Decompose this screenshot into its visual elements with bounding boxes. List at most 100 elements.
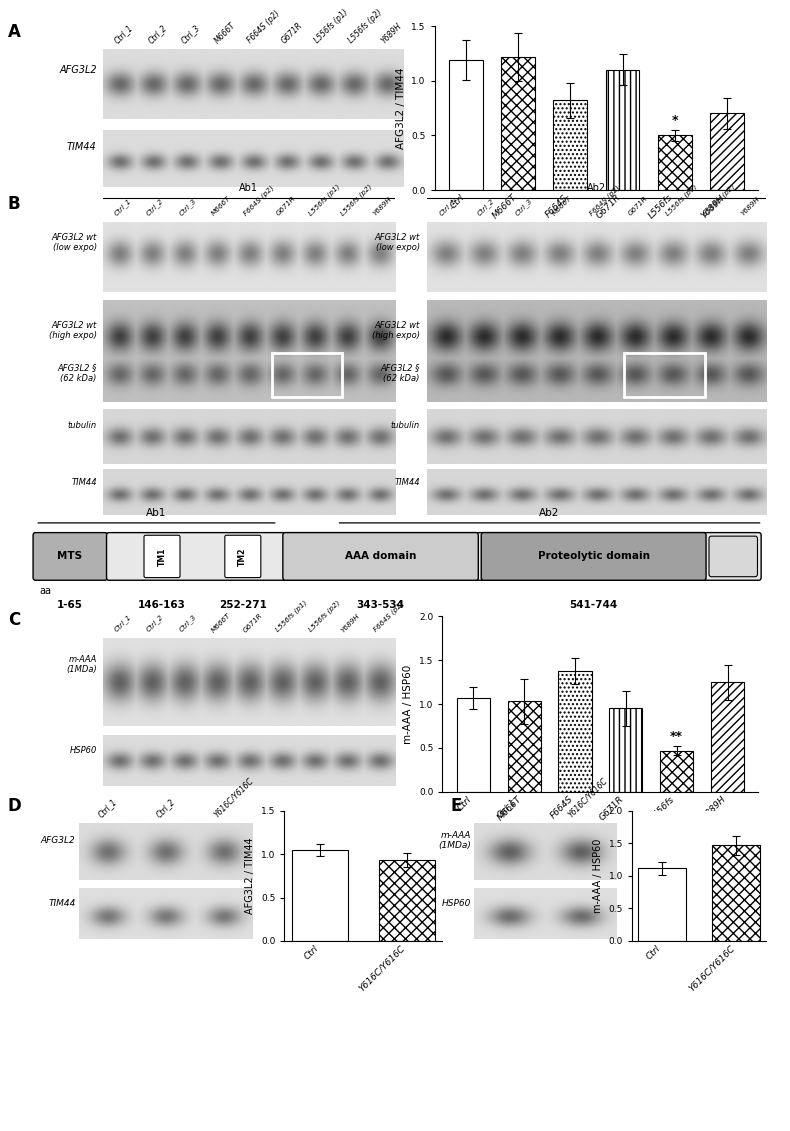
Text: TIM44: TIM44: [71, 478, 97, 487]
Text: AFG3L2 §
(62 kDa): AFG3L2 § (62 kDa): [381, 363, 419, 382]
Text: Proteolytic domain: Proteolytic domain: [538, 552, 649, 561]
Text: D: D: [8, 797, 21, 815]
Text: HSP60: HSP60: [442, 899, 471, 907]
Text: AFG3L2 wt
(high expo): AFG3L2 wt (high expo): [372, 320, 419, 340]
Text: Ctrl_2: Ctrl_2: [145, 197, 165, 217]
Text: L556fs (p2): L556fs (p2): [702, 183, 736, 217]
Text: G671R: G671R: [243, 612, 264, 633]
Text: B: B: [8, 195, 21, 213]
Bar: [378, 861, 435, 941]
FancyBboxPatch shape: [283, 533, 478, 580]
Text: Ctrl_2: Ctrl_2: [154, 796, 176, 819]
Bar: [712, 845, 760, 941]
Bar: [508, 701, 540, 792]
Text: AFG3L2 wt
(low expo): AFG3L2 wt (low expo): [51, 233, 97, 252]
Text: m-AAA
(1MDa): m-AAA (1MDa): [66, 655, 97, 674]
Text: 541-744: 541-744: [570, 599, 618, 610]
Text: TM1: TM1: [157, 547, 167, 566]
Text: MTS: MTS: [57, 552, 82, 561]
Text: Y689H: Y689H: [372, 196, 393, 217]
FancyBboxPatch shape: [33, 533, 107, 580]
FancyBboxPatch shape: [144, 535, 180, 578]
Text: Y616C/Y616C: Y616C/Y616C: [213, 776, 255, 819]
Text: M666T: M666T: [551, 196, 573, 217]
Text: Ab2: Ab2: [587, 183, 606, 192]
Text: TM2: TM2: [239, 547, 247, 566]
Text: AFG3L2 wt
(high expo): AFG3L2 wt (high expo): [49, 320, 97, 340]
Text: F664S (p2): F664S (p2): [246, 9, 282, 45]
Y-axis label: AFG3L2 / TIM44: AFG3L2 / TIM44: [246, 838, 255, 914]
Text: A: A: [8, 23, 21, 41]
Y-axis label: AFG3L2 / TIM44: AFG3L2 / TIM44: [396, 67, 405, 149]
Text: 343-534: 343-534: [356, 599, 404, 610]
Text: AFG3L2: AFG3L2: [59, 64, 96, 75]
Text: AFG3L2: AFG3L2: [41, 836, 76, 845]
Text: Ctrl_3: Ctrl_3: [178, 613, 198, 633]
Text: Ctrl_1: Ctrl_1: [113, 23, 135, 45]
FancyBboxPatch shape: [107, 533, 761, 580]
Y-axis label: m-AAA / HSP60: m-AAA / HSP60: [404, 664, 413, 744]
Text: m-AAA
(1MDa): m-AAA (1MDa): [438, 830, 471, 851]
Text: TIM44: TIM44: [48, 899, 76, 907]
Text: Ctrl_1: Ctrl_1: [96, 796, 118, 819]
Bar: [292, 851, 348, 941]
Text: Ctrl_1: Ctrl_1: [112, 197, 132, 217]
Text: HSP60: HSP60: [70, 746, 97, 754]
Text: 1-65: 1-65: [57, 599, 83, 610]
Text: Ctrl_2: Ctrl_2: [146, 23, 168, 45]
Text: Ctrl_1: Ctrl_1: [112, 613, 132, 633]
Text: AFG3L2 §
(62 kDa): AFG3L2 § (62 kDa): [58, 363, 97, 382]
Text: Y616C/Y616C: Y616C/Y616C: [566, 776, 609, 819]
Bar: [502, 57, 535, 190]
Text: L556fs (p1): L556fs (p1): [313, 8, 350, 45]
Text: E: E: [450, 797, 461, 815]
Text: M666T: M666T: [213, 20, 238, 45]
Text: Ctrl_1: Ctrl_1: [438, 197, 457, 217]
Bar: [709, 113, 743, 190]
Text: tubulin: tubulin: [68, 421, 97, 430]
Text: TIM44: TIM44: [394, 478, 419, 487]
Text: L556fs (p2): L556fs (p2): [340, 183, 374, 217]
Text: Y689H: Y689H: [379, 21, 404, 45]
Text: Ctrl_3: Ctrl_3: [179, 23, 201, 45]
Text: M666T: M666T: [210, 196, 231, 217]
Bar: [660, 751, 693, 792]
Bar: [638, 869, 687, 941]
Text: TIM44: TIM44: [67, 143, 96, 152]
Bar: [554, 101, 587, 190]
Text: L556fs (p1): L556fs (p1): [307, 183, 341, 217]
FancyBboxPatch shape: [709, 536, 758, 577]
Text: AAA domain: AAA domain: [345, 552, 416, 561]
Text: G671R: G671R: [280, 20, 304, 45]
Text: F664S (p2): F664S (p2): [372, 601, 405, 633]
Text: Ab2: Ab2: [540, 509, 560, 518]
Text: Ctrl_2: Ctrl_2: [476, 197, 495, 217]
Bar: [273, 353, 342, 397]
Bar: [450, 60, 483, 190]
Text: Ctrl_1: Ctrl_1: [495, 796, 517, 819]
FancyBboxPatch shape: [481, 533, 706, 580]
Text: L556fs (p2): L556fs (p2): [346, 8, 383, 45]
Bar: [457, 698, 490, 792]
Text: L556fs (p1): L556fs (p1): [664, 183, 698, 217]
Text: Ab1: Ab1: [146, 509, 167, 518]
Bar: [711, 682, 744, 792]
Bar: [559, 671, 592, 792]
Text: 146-163: 146-163: [138, 599, 186, 610]
Text: Ctrl_3: Ctrl_3: [178, 197, 198, 217]
Text: *: *: [672, 113, 678, 127]
Bar: [606, 70, 639, 190]
Text: AFG3L2 wt
(low expo): AFG3L2 wt (low expo): [374, 233, 419, 252]
Text: G671R: G671R: [626, 196, 649, 217]
FancyBboxPatch shape: [225, 535, 261, 578]
Text: Ab1: Ab1: [239, 183, 258, 192]
Text: M666T: M666T: [210, 612, 231, 633]
Bar: [658, 136, 691, 190]
Text: 252-271: 252-271: [219, 599, 267, 610]
Text: Y689H: Y689H: [340, 612, 361, 633]
Y-axis label: m-AAA / HSP60: m-AAA / HSP60: [593, 839, 603, 913]
Text: F664S (p2): F664S (p2): [243, 184, 275, 217]
Text: L556fs (p2): L556fs (p2): [307, 599, 341, 633]
Text: Ctrl_2: Ctrl_2: [145, 613, 165, 633]
Text: Y689H: Y689H: [740, 196, 761, 217]
